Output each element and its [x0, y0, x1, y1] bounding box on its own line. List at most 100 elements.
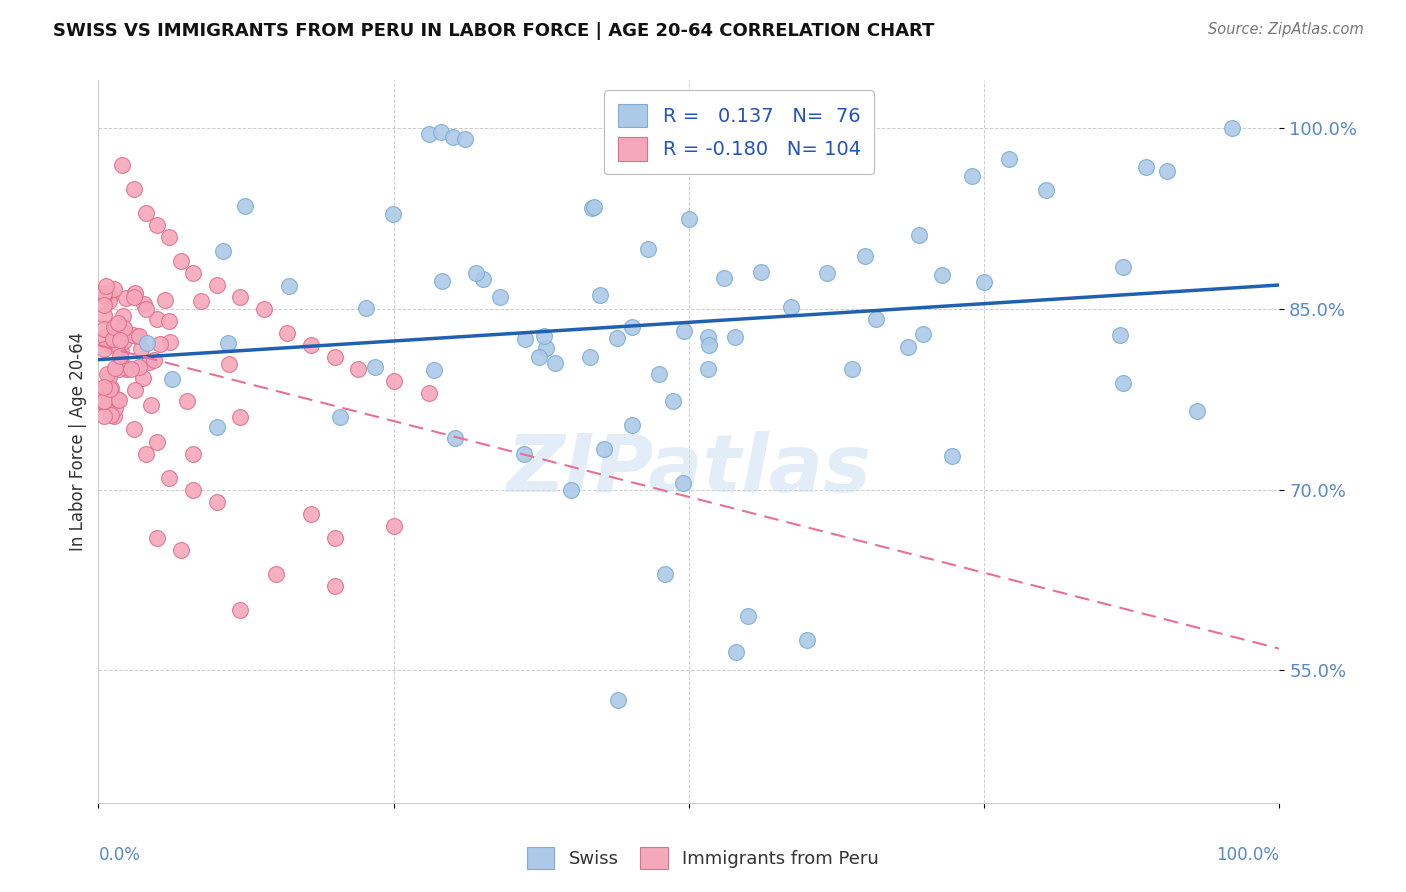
Point	[931, 268, 953, 282]
Point	[276, 326, 298, 341]
Point	[489, 290, 512, 304]
Point	[205, 278, 228, 293]
Point	[277, 278, 299, 293]
Point	[941, 449, 963, 463]
Point	[897, 340, 920, 354]
Point	[264, 567, 287, 582]
Point	[128, 329, 150, 343]
Point	[93, 288, 115, 302]
Point	[155, 293, 177, 307]
Point	[94, 330, 117, 344]
Point	[94, 381, 117, 395]
Point	[149, 337, 172, 351]
Point	[329, 410, 352, 425]
Point	[229, 290, 252, 304]
Point	[673, 324, 696, 338]
Point	[382, 207, 405, 221]
Text: ZIPatlas: ZIPatlas	[506, 432, 872, 509]
Point	[138, 355, 160, 369]
Point	[122, 290, 145, 304]
Point	[110, 354, 132, 368]
Point	[973, 276, 995, 290]
Point	[453, 132, 475, 146]
Legend: Swiss, Immigrants from Peru: Swiss, Immigrants from Peru	[520, 839, 886, 876]
Point	[176, 393, 198, 408]
Point	[112, 334, 135, 349]
Point	[98, 370, 121, 384]
Point	[1135, 160, 1157, 174]
Point	[697, 338, 720, 352]
Point	[724, 330, 747, 344]
Point	[94, 278, 117, 293]
Point	[145, 312, 167, 326]
Point	[1108, 327, 1130, 342]
Point	[662, 394, 685, 409]
Point	[418, 128, 440, 142]
Point	[998, 152, 1021, 166]
Point	[170, 542, 193, 557]
Point	[93, 394, 115, 409]
Point	[212, 244, 235, 259]
Point	[146, 218, 169, 232]
Point	[323, 531, 346, 545]
Point	[441, 129, 464, 144]
Point	[713, 270, 735, 285]
Point	[364, 360, 387, 375]
Point	[444, 431, 467, 445]
Point	[1156, 164, 1178, 178]
Point	[581, 201, 603, 215]
Point	[205, 420, 228, 434]
Point	[299, 507, 322, 521]
Point	[98, 289, 121, 303]
Point	[817, 266, 839, 280]
Point	[578, 351, 600, 365]
Point	[229, 603, 252, 617]
Point	[107, 316, 129, 330]
Point	[620, 418, 643, 433]
Point	[143, 353, 166, 368]
Point	[527, 350, 550, 364]
Point	[93, 287, 115, 301]
Point	[354, 301, 377, 315]
Point	[648, 367, 671, 381]
Point	[114, 291, 136, 305]
Point	[382, 519, 405, 533]
Point	[93, 322, 115, 336]
Point	[430, 125, 453, 139]
Point	[678, 211, 700, 226]
Point	[132, 371, 155, 385]
Legend: R =   0.137   N=  76, R = -0.180   N= 104: R = 0.137 N= 76, R = -0.180 N= 104	[605, 90, 875, 175]
Point	[103, 320, 125, 334]
Point	[323, 579, 346, 593]
Point	[796, 633, 818, 648]
Point	[672, 476, 695, 491]
Point	[124, 383, 146, 397]
Point	[1112, 376, 1135, 391]
Point	[100, 338, 122, 352]
Point	[157, 230, 180, 244]
Point	[159, 334, 181, 349]
Point	[544, 356, 567, 370]
Point	[110, 344, 132, 359]
Point	[101, 332, 124, 346]
Point	[583, 200, 606, 214]
Point	[593, 442, 616, 457]
Point	[218, 357, 240, 371]
Point	[104, 361, 127, 376]
Point	[96, 384, 118, 398]
Point	[1035, 183, 1057, 197]
Point	[697, 330, 720, 344]
Point	[181, 483, 204, 497]
Point	[128, 360, 150, 375]
Point	[146, 434, 169, 449]
Y-axis label: In Labor Force | Age 20-64: In Labor Force | Age 20-64	[69, 332, 87, 551]
Point	[96, 367, 118, 381]
Point	[134, 296, 156, 310]
Point	[637, 243, 659, 257]
Point	[114, 326, 136, 340]
Point	[122, 423, 145, 437]
Point	[100, 381, 122, 395]
Point	[423, 362, 446, 376]
Point	[907, 227, 929, 242]
Point	[621, 320, 644, 334]
